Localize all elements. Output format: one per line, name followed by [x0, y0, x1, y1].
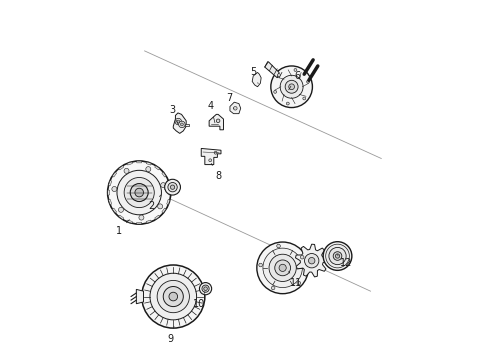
Circle shape: [124, 177, 154, 208]
Circle shape: [309, 257, 315, 264]
Text: 6: 6: [289, 71, 300, 90]
Polygon shape: [155, 215, 160, 220]
Polygon shape: [127, 162, 132, 165]
Text: 8: 8: [211, 163, 221, 181]
Text: 11: 11: [289, 271, 302, 288]
Circle shape: [168, 183, 177, 192]
Circle shape: [177, 120, 180, 123]
Circle shape: [108, 161, 171, 224]
Circle shape: [139, 215, 144, 220]
Circle shape: [180, 123, 183, 126]
Polygon shape: [136, 289, 144, 304]
Polygon shape: [169, 190, 171, 195]
Circle shape: [142, 265, 205, 328]
Circle shape: [161, 183, 166, 188]
Text: 5: 5: [250, 67, 258, 84]
Text: 1: 1: [116, 220, 129, 236]
Circle shape: [165, 179, 180, 195]
Polygon shape: [209, 114, 223, 130]
Polygon shape: [230, 102, 241, 114]
Text: 10: 10: [193, 292, 205, 309]
Circle shape: [157, 280, 190, 313]
Polygon shape: [265, 62, 279, 78]
Circle shape: [300, 255, 304, 259]
Text: 12: 12: [337, 255, 352, 268]
Circle shape: [130, 184, 148, 202]
Circle shape: [304, 253, 319, 268]
Polygon shape: [167, 199, 170, 205]
Circle shape: [285, 80, 298, 93]
Circle shape: [275, 260, 291, 276]
Polygon shape: [185, 125, 189, 126]
Circle shape: [274, 90, 277, 93]
Circle shape: [303, 97, 306, 100]
Polygon shape: [137, 222, 142, 224]
Circle shape: [199, 283, 212, 295]
Polygon shape: [119, 166, 123, 170]
Circle shape: [146, 167, 151, 172]
Polygon shape: [112, 208, 117, 213]
Circle shape: [297, 281, 300, 285]
Polygon shape: [146, 220, 151, 223]
Text: 4: 4: [208, 102, 215, 123]
Circle shape: [171, 185, 175, 189]
Text: 2: 2: [148, 195, 161, 211]
Circle shape: [216, 119, 220, 123]
Polygon shape: [155, 166, 160, 170]
Text: 9: 9: [168, 326, 174, 343]
Circle shape: [271, 286, 275, 290]
Circle shape: [112, 186, 117, 192]
Polygon shape: [108, 190, 110, 195]
Polygon shape: [167, 180, 170, 186]
Circle shape: [257, 242, 309, 294]
Polygon shape: [201, 148, 221, 165]
Circle shape: [263, 248, 302, 288]
Circle shape: [289, 84, 294, 90]
Circle shape: [271, 66, 313, 108]
Circle shape: [277, 74, 280, 76]
Circle shape: [234, 107, 237, 110]
Circle shape: [158, 204, 163, 209]
Circle shape: [335, 254, 340, 258]
Circle shape: [179, 121, 185, 128]
Text: 7: 7: [226, 93, 234, 109]
Circle shape: [279, 264, 286, 271]
Circle shape: [117, 170, 161, 215]
Polygon shape: [108, 199, 112, 205]
Circle shape: [169, 292, 177, 301]
Polygon shape: [162, 172, 166, 177]
Polygon shape: [108, 180, 112, 186]
Polygon shape: [112, 172, 117, 177]
Polygon shape: [162, 208, 166, 213]
Polygon shape: [295, 244, 328, 277]
Circle shape: [280, 75, 303, 98]
Polygon shape: [127, 220, 132, 223]
Circle shape: [124, 168, 129, 174]
Circle shape: [135, 188, 144, 197]
Polygon shape: [137, 161, 142, 163]
Circle shape: [214, 151, 217, 154]
Circle shape: [209, 159, 212, 162]
Circle shape: [269, 254, 296, 282]
Polygon shape: [173, 113, 186, 134]
Circle shape: [202, 285, 209, 292]
Circle shape: [326, 244, 349, 268]
Circle shape: [175, 118, 181, 125]
Circle shape: [329, 247, 346, 265]
Circle shape: [333, 252, 342, 260]
Polygon shape: [146, 162, 151, 165]
Circle shape: [163, 287, 183, 307]
Polygon shape: [119, 215, 123, 220]
Polygon shape: [252, 72, 261, 87]
Text: 3: 3: [170, 105, 178, 123]
Circle shape: [286, 102, 289, 105]
Circle shape: [294, 68, 297, 71]
Circle shape: [277, 244, 280, 248]
Circle shape: [323, 242, 352, 270]
Circle shape: [119, 207, 123, 212]
Circle shape: [307, 80, 310, 83]
Circle shape: [204, 287, 207, 291]
Circle shape: [259, 263, 263, 267]
Circle shape: [150, 273, 196, 320]
